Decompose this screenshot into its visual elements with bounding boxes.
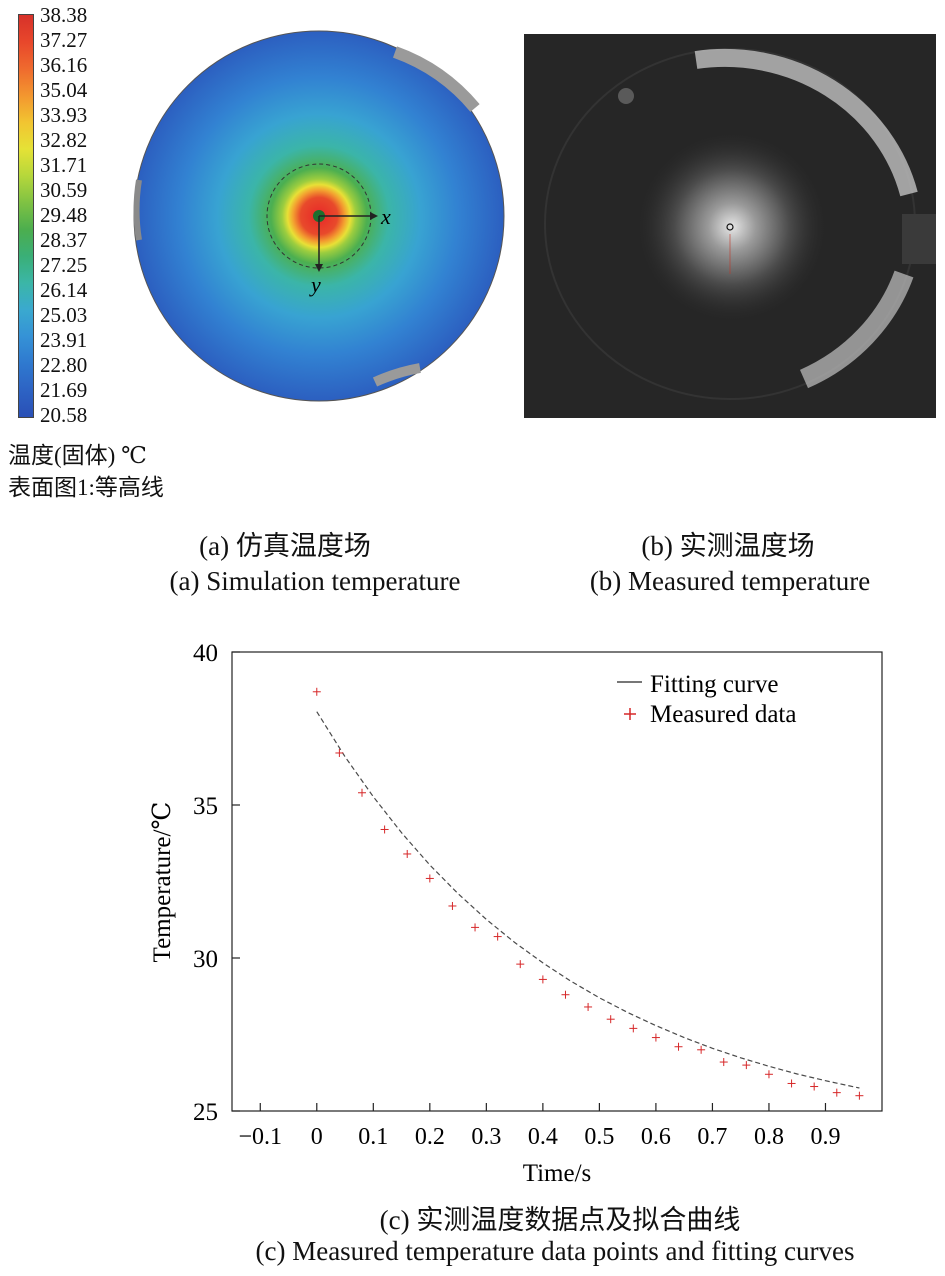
- colorbar-title: 温度(固体) ℃ 表面图1:等高线: [8, 440, 164, 504]
- disk-rim-marker: [392, 46, 480, 112]
- y-axis-label: y: [309, 272, 321, 297]
- x-axis-title: Time/s: [523, 1160, 592, 1187]
- plot-area: [231, 651, 883, 1112]
- measured-point: [584, 1002, 593, 1011]
- x-axis-arrowhead: [370, 212, 378, 220]
- measured-point: [764, 1070, 773, 1079]
- rim-reflection: [694, 48, 918, 197]
- colorbar-tick-label: 36.16: [40, 53, 88, 77]
- measured-point: [787, 1079, 796, 1088]
- legend-fit-label: Fitting curve: [650, 671, 778, 698]
- y-tick-label: 35: [193, 793, 218, 820]
- caption-c-cn: (c) 实测温度数据点及拟合曲线: [379, 1205, 741, 1235]
- y-tick-label: 25: [193, 1099, 218, 1126]
- colorbar-tick-label: 23.91: [40, 328, 88, 352]
- measured-point: [516, 960, 525, 969]
- caption-c-en: (c) Measured temperature data points and…: [255, 1236, 855, 1266]
- colorbar-tick-labels: 38.38 37.27 36.16 35.04 33.93 32.82 31.71 30.59…: [40, 3, 120, 428]
- colorbar-tick-label: 20.58: [40, 403, 88, 427]
- measured-point: [403, 849, 412, 858]
- measured-point: [697, 1045, 706, 1054]
- measured-point: [312, 687, 321, 696]
- x-tick-label: 0.4: [528, 1124, 558, 1150]
- measured-point: [493, 932, 502, 941]
- x-axis-label: x: [380, 204, 391, 229]
- measured-point: [358, 788, 366, 797]
- colorbar-strip: [18, 14, 34, 418]
- x-tick-label: 0.3: [471, 1124, 501, 1150]
- colorbar-tick-label: 38.38: [40, 3, 88, 27]
- y-axis-arrowhead: [315, 264, 323, 272]
- x-tick-label: 0.8: [754, 1124, 784, 1150]
- y-axis-title: Temperature/℃: [149, 802, 176, 963]
- colorbar-title-line2: 表面图1:等高线: [8, 475, 164, 500]
- colorbar: [14, 8, 40, 418]
- temperature-decay-chart: −0.1 0 0.1 0.2 0.3 0.4 0.5 0.6 0.7 0.8 0.9 25 30 35 40…: [149, 640, 883, 1187]
- colorbar-tick-label: 30.59: [40, 178, 88, 202]
- colorbar-tick-label: 35.04: [40, 78, 88, 102]
- colorbar-tick-label: 32.82: [40, 128, 88, 152]
- y-tick-label: 40: [193, 640, 218, 667]
- disk-rim-marker: [372, 363, 421, 387]
- caption-a-en: (a) Simulation temperature: [169, 566, 461, 596]
- hot-spot: [637, 132, 827, 322]
- colorbar-tick-label: 25.03: [40, 303, 88, 327]
- x-tick-label: 0.9: [810, 1124, 840, 1150]
- colorbar-title-line1: 温度(固体) ℃: [8, 443, 147, 468]
- measured-point: [810, 1082, 819, 1091]
- colorbar-tick-label: 33.93: [40, 103, 88, 127]
- center-marker: [726, 223, 734, 231]
- rim-reflection: [799, 270, 914, 389]
- colorbar-tick-label: 29.48: [40, 203, 88, 227]
- x-tick-label: 0.7: [697, 1124, 727, 1150]
- measured-point: [651, 1033, 660, 1042]
- measured-point: [448, 901, 457, 910]
- caption-a-cn: (a) 仿真温度场: [199, 531, 371, 561]
- x-tick-label: 0.6: [641, 1124, 671, 1150]
- measured-point: [719, 1058, 728, 1067]
- measured-point: [832, 1088, 841, 1097]
- disk-rim-marker: [133, 179, 142, 241]
- colorbar-tick-label: 27.25: [40, 253, 88, 277]
- colorbar-tick-label: 26.14: [40, 278, 88, 302]
- measured-point: [425, 874, 434, 883]
- measured-point: [561, 990, 570, 999]
- x-tick-label: −0.1: [238, 1124, 282, 1150]
- colorbar-tick-label: 31.71: [40, 153, 88, 177]
- colorbar-tick-label: 21.69: [40, 378, 88, 402]
- colorbar-tick-label: 37.27: [40, 28, 88, 52]
- measured-point: [629, 1024, 638, 1033]
- measured-point: [606, 1015, 615, 1024]
- measured-point: [335, 748, 344, 757]
- x-tick-label: 0.2: [415, 1124, 445, 1150]
- measured-point: [538, 975, 547, 984]
- colorbar-tick-label: 22.80: [40, 353, 88, 377]
- legend-measured-label: Measured data: [650, 701, 796, 728]
- measured-point: [380, 825, 389, 834]
- measured-point: [674, 1042, 683, 1051]
- colorbar-tick-label: 28.37: [40, 228, 88, 252]
- fitting-curve: [316, 711, 860, 1089]
- caption-b-en: (b) Measured temperature: [589, 566, 871, 596]
- caption-b-cn: (b) 实测温度场: [641, 531, 815, 561]
- measured-point: [742, 1061, 751, 1070]
- simulation-temperature-field: x y: [133, 30, 505, 402]
- rim-clamp: [902, 214, 936, 264]
- legend-measured-swatch: [624, 708, 636, 720]
- measured-point: [471, 923, 480, 932]
- x-tick-label: 0.1: [358, 1124, 388, 1150]
- y-tick-label: 30: [193, 946, 218, 973]
- measured-point: [855, 1091, 864, 1100]
- x-tick-label: 0: [311, 1124, 323, 1150]
- x-tick-label: 0.5: [584, 1124, 614, 1150]
- rim-marker: [618, 88, 634, 104]
- measured-temperature-field: [524, 34, 936, 418]
